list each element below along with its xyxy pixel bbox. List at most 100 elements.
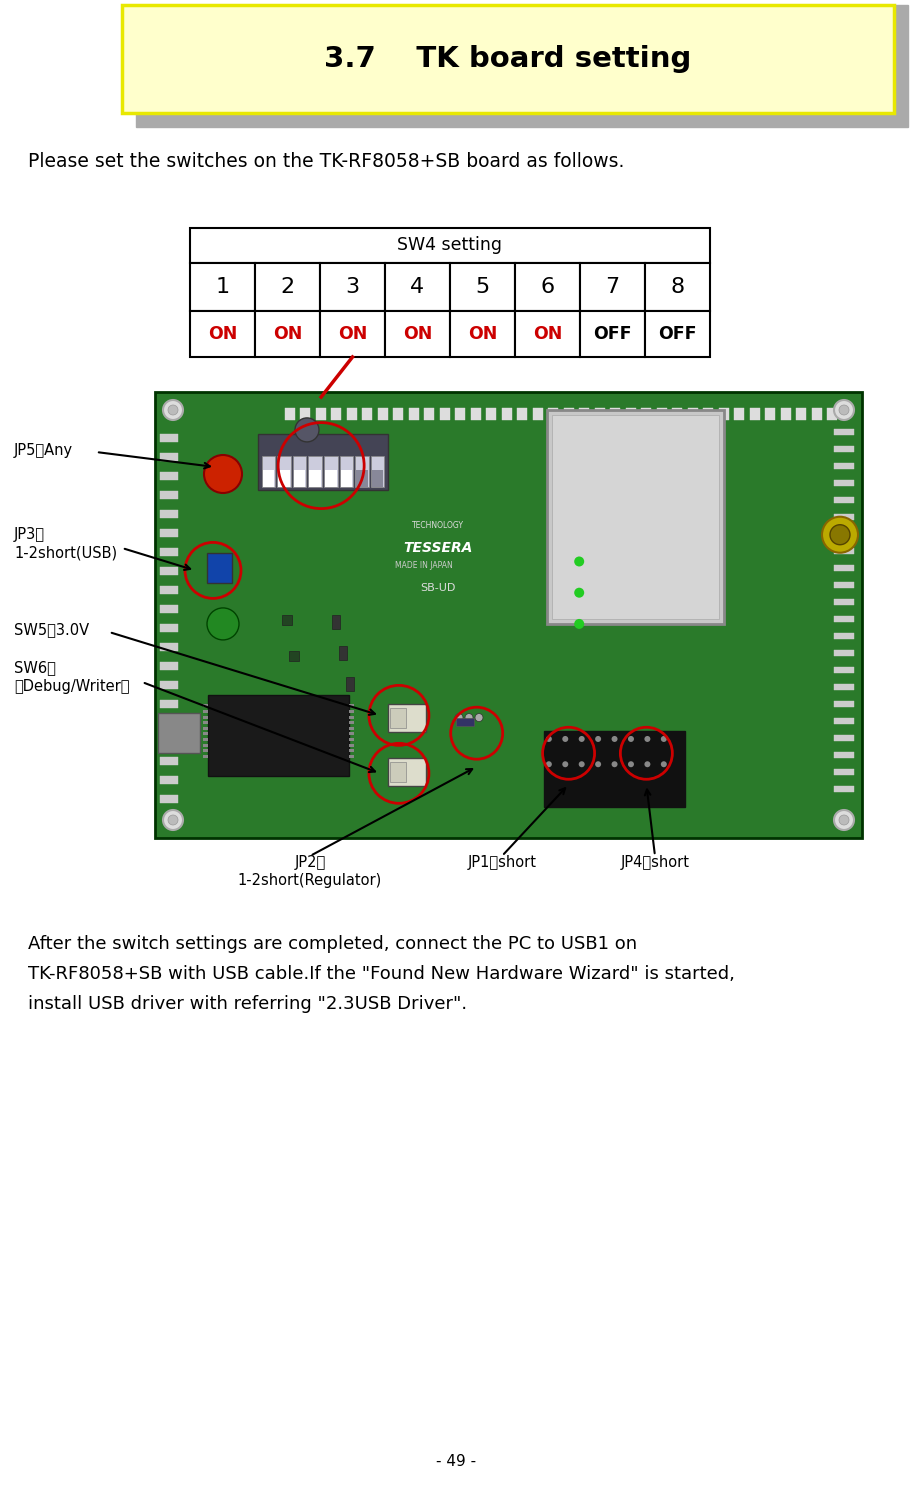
Bar — [390, 708, 406, 729]
Bar — [388, 705, 425, 732]
Bar — [284, 408, 294, 420]
Bar — [349, 721, 354, 724]
Bar — [324, 470, 336, 487]
Bar — [159, 776, 178, 784]
Circle shape — [644, 736, 650, 742]
Circle shape — [821, 517, 857, 552]
Bar — [261, 457, 275, 487]
Bar — [393, 408, 403, 420]
Bar — [159, 567, 178, 575]
Bar — [424, 408, 434, 420]
Bar — [384, 263, 449, 311]
Bar — [159, 757, 178, 764]
Circle shape — [574, 557, 584, 566]
Bar — [255, 311, 320, 357]
Bar — [833, 667, 853, 673]
Bar — [349, 755, 354, 758]
Circle shape — [628, 761, 633, 767]
Text: TECHNOLOGY: TECHNOLOGY — [412, 521, 464, 530]
Circle shape — [660, 736, 666, 742]
Bar — [749, 408, 759, 420]
Bar — [278, 470, 290, 487]
Bar — [609, 408, 619, 420]
Bar — [349, 738, 354, 741]
Text: TESSERA: TESSERA — [403, 540, 472, 555]
Bar — [833, 446, 853, 452]
Bar — [594, 408, 604, 420]
Circle shape — [562, 736, 568, 742]
Bar — [501, 408, 511, 420]
Bar — [687, 408, 697, 420]
Circle shape — [475, 714, 483, 721]
Text: JP1：short: JP1：short — [467, 855, 536, 870]
Circle shape — [838, 815, 848, 826]
Text: 「Debug/Writer」: 「Debug/Writer」 — [14, 678, 129, 694]
Bar — [349, 749, 354, 752]
Circle shape — [595, 761, 600, 767]
Bar — [346, 408, 356, 420]
Circle shape — [294, 418, 319, 442]
Bar — [833, 735, 853, 741]
Circle shape — [660, 761, 666, 767]
Bar — [159, 605, 178, 614]
Bar — [349, 705, 354, 708]
Bar — [833, 785, 853, 791]
Bar — [644, 311, 710, 357]
Bar — [203, 744, 208, 746]
Bar — [833, 532, 853, 537]
Text: 3: 3 — [345, 278, 359, 297]
Bar — [289, 651, 299, 661]
Bar — [207, 552, 231, 582]
Bar — [159, 794, 178, 803]
Bar — [159, 491, 178, 499]
Text: 4: 4 — [410, 278, 425, 297]
Bar — [833, 617, 853, 623]
Text: - 49 -: - 49 - — [435, 1454, 476, 1469]
Bar — [833, 548, 853, 554]
Bar — [362, 408, 372, 420]
Bar — [349, 744, 354, 746]
Bar — [656, 408, 666, 420]
Text: OFF: OFF — [658, 325, 696, 343]
Circle shape — [628, 736, 633, 742]
Bar — [439, 408, 449, 420]
Bar — [262, 470, 274, 487]
Text: JP4：short: JP4：short — [619, 855, 689, 870]
Circle shape — [578, 736, 584, 742]
Bar — [159, 452, 178, 461]
Text: After the switch settings are completed, connect the PC to USB1 on: After the switch settings are completed,… — [28, 935, 637, 953]
Text: JP3：: JP3： — [14, 527, 45, 542]
Bar — [203, 715, 208, 718]
Bar — [281, 615, 292, 626]
Text: JP5：Any: JP5：Any — [14, 442, 73, 457]
Bar — [159, 434, 178, 442]
Circle shape — [546, 736, 551, 742]
Bar — [515, 263, 579, 311]
Bar — [136, 4, 907, 127]
Text: JP2：: JP2： — [294, 855, 325, 870]
Bar — [308, 457, 322, 487]
Bar — [340, 470, 352, 487]
Bar — [833, 497, 853, 503]
Text: MADE IN JAPAN: MADE IN JAPAN — [394, 561, 452, 570]
Bar — [644, 263, 710, 311]
Bar — [339, 457, 353, 487]
Bar — [384, 311, 449, 357]
Bar — [780, 408, 790, 420]
Bar — [122, 4, 893, 113]
Bar — [833, 702, 853, 708]
Bar — [349, 711, 354, 714]
Bar — [320, 311, 384, 357]
Circle shape — [168, 815, 178, 826]
Bar — [833, 582, 853, 588]
Bar — [155, 393, 861, 838]
Circle shape — [829, 524, 849, 545]
Bar — [833, 633, 853, 639]
Bar — [515, 311, 579, 357]
Bar — [449, 311, 515, 357]
Bar — [159, 700, 178, 708]
Text: ON: ON — [272, 325, 302, 343]
Text: SW5：3.0V: SW5：3.0V — [14, 623, 89, 638]
Bar — [345, 678, 353, 691]
Bar — [833, 718, 853, 724]
